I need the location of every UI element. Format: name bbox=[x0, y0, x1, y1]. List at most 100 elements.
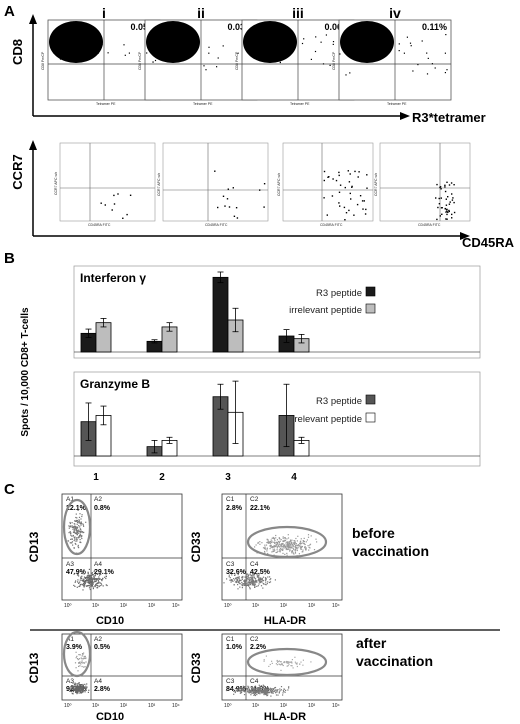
event-dot bbox=[308, 546, 310, 548]
event-dot bbox=[95, 46, 98, 48]
event-dot bbox=[274, 687, 276, 689]
event-dot bbox=[289, 543, 291, 545]
event-dot bbox=[266, 583, 268, 585]
event-dot bbox=[261, 578, 263, 580]
event-dot bbox=[69, 521, 71, 524]
event-dot bbox=[239, 690, 241, 692]
event-dot bbox=[363, 42, 365, 44]
event-dot bbox=[79, 665, 81, 667]
event-dot bbox=[87, 574, 89, 577]
event-dot bbox=[272, 550, 274, 553]
event-dot bbox=[255, 692, 257, 694]
event-dot bbox=[360, 35, 362, 37]
event-dot bbox=[271, 690, 273, 692]
event-dot bbox=[279, 544, 281, 546]
event-dot bbox=[262, 587, 264, 589]
event-dot bbox=[351, 36, 353, 38]
event-dot bbox=[453, 184, 455, 186]
event-dot bbox=[286, 541, 288, 543]
event-dot bbox=[279, 688, 281, 690]
event-dot bbox=[282, 46, 284, 49]
event-dot bbox=[366, 187, 368, 189]
event-dot bbox=[243, 580, 245, 582]
category-label-2: 2 bbox=[159, 472, 165, 483]
plot-2-xlab: Tetramer PE bbox=[193, 102, 213, 106]
event-dot bbox=[236, 690, 238, 692]
event-dot bbox=[159, 34, 161, 36]
event-dot bbox=[291, 661, 293, 663]
event-dot bbox=[367, 37, 369, 39]
event-dot bbox=[354, 170, 356, 173]
event-dot bbox=[66, 32, 68, 34]
event-dot bbox=[451, 193, 453, 195]
event-dot bbox=[162, 42, 164, 45]
event-dot bbox=[451, 213, 453, 216]
event-dot bbox=[277, 543, 279, 545]
event-dot bbox=[275, 41, 277, 43]
event-dot bbox=[304, 547, 306, 549]
event-dot bbox=[271, 41, 273, 44]
event-dot bbox=[255, 578, 257, 580]
event-dot bbox=[78, 521, 80, 523]
event-dot bbox=[256, 580, 258, 582]
event-dot bbox=[169, 32, 171, 34]
ccr7-scatter-1 bbox=[100, 193, 132, 219]
positive-dot bbox=[310, 58, 312, 60]
event-dot bbox=[351, 41, 353, 43]
event-dot bbox=[85, 521, 87, 523]
event-dot bbox=[271, 46, 273, 48]
event-dot bbox=[300, 661, 302, 663]
event-dot bbox=[242, 577, 244, 579]
event-dot bbox=[83, 578, 85, 580]
event-dot bbox=[372, 32, 374, 35]
event-dot bbox=[92, 586, 94, 588]
event-dot bbox=[250, 690, 252, 692]
event-dot bbox=[172, 35, 174, 38]
event-dot bbox=[296, 549, 298, 552]
event-dot bbox=[252, 692, 254, 694]
event-dot bbox=[252, 581, 254, 583]
positive-dot bbox=[303, 38, 305, 40]
event-dot bbox=[238, 582, 241, 584]
event-dot bbox=[259, 47, 261, 49]
event-dot bbox=[100, 582, 102, 585]
event-dot bbox=[376, 47, 378, 50]
event-dot bbox=[299, 545, 301, 547]
event-dot bbox=[272, 536, 274, 539]
event-dot bbox=[79, 541, 81, 543]
event-dot bbox=[129, 194, 132, 196]
positive-dot bbox=[398, 50, 400, 52]
positive-dot bbox=[128, 52, 130, 54]
event-dot bbox=[236, 580, 238, 582]
row2-dot-scatter bbox=[100, 170, 456, 221]
event-dot bbox=[275, 39, 277, 41]
event-dot bbox=[261, 44, 264, 46]
event-dot bbox=[269, 541, 271, 543]
event-dot bbox=[71, 36, 73, 38]
event-dot bbox=[272, 537, 274, 539]
event-dot bbox=[179, 36, 181, 38]
event-dot bbox=[73, 536, 75, 538]
event-dot bbox=[286, 552, 288, 554]
event-dot bbox=[85, 40, 87, 42]
event-dot bbox=[371, 30, 373, 32]
event-dot bbox=[373, 43, 376, 45]
event-dot bbox=[231, 579, 233, 581]
event-dot bbox=[169, 43, 172, 45]
event-dot bbox=[244, 581, 246, 583]
event-dot bbox=[376, 45, 378, 47]
event-dot bbox=[85, 579, 87, 581]
event-dot bbox=[270, 36, 273, 38]
event-dot bbox=[178, 52, 180, 55]
before-cd33-cloud bbox=[254, 534, 318, 557]
event-dot bbox=[90, 576, 92, 578]
event-dot bbox=[441, 207, 443, 209]
event-dot bbox=[277, 540, 279, 543]
event-dot bbox=[262, 579, 264, 582]
event-dot bbox=[254, 581, 256, 583]
event-dot bbox=[73, 684, 76, 686]
event-dot bbox=[363, 33, 365, 35]
event-dot bbox=[248, 574, 250, 576]
event-dot bbox=[259, 541, 261, 543]
event-dot bbox=[274, 46, 277, 48]
